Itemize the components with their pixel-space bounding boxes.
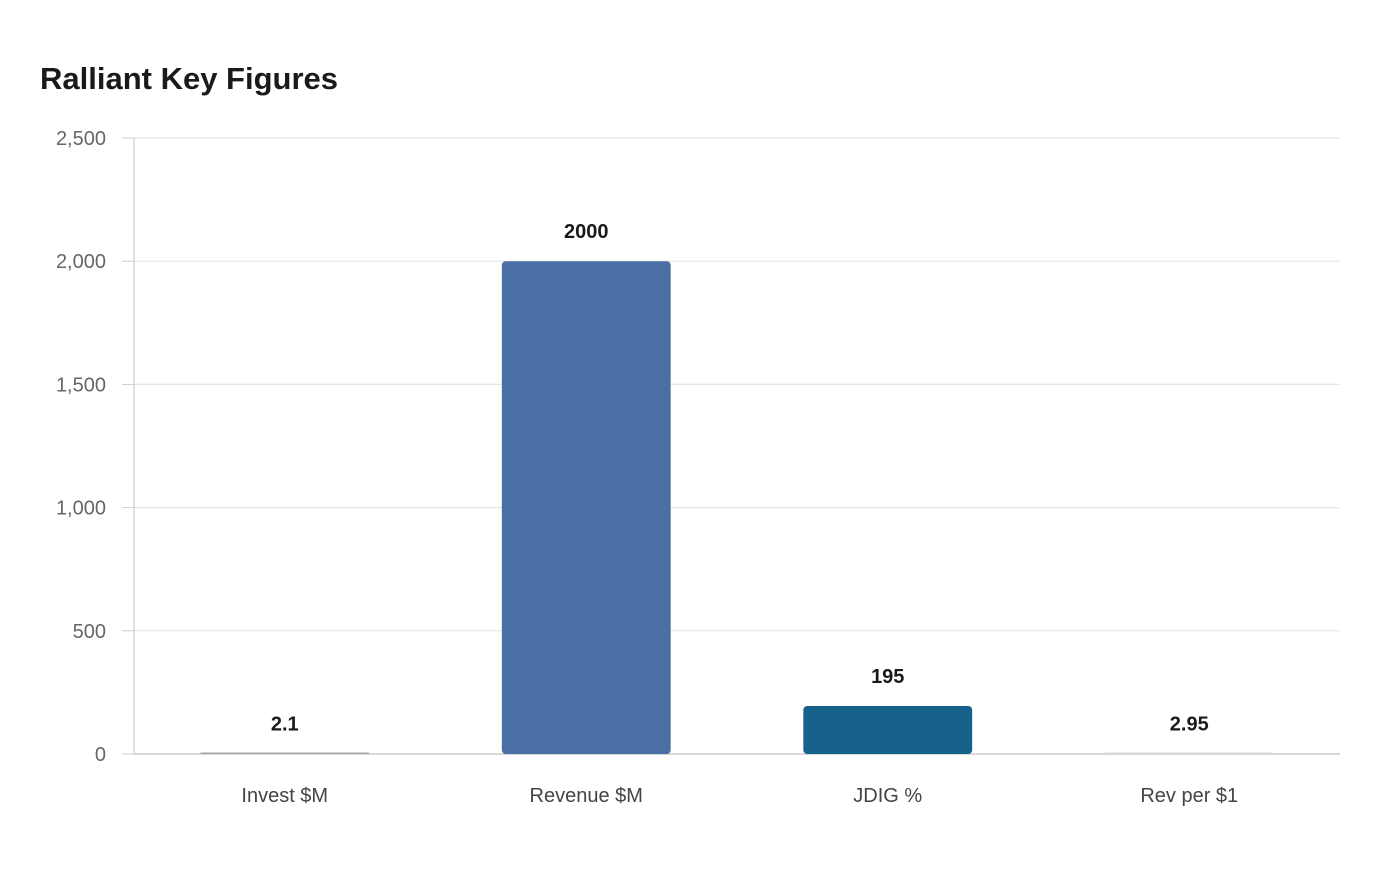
x-category-label: JDIG % [853,785,922,807]
data-labels: 2.1 2000 195 2.95 [271,221,1209,735]
data-label: 195 [871,666,904,688]
x-category-labels: Invest $M Revenue $M JDIG % Rev per $1 [241,785,1238,807]
bars [200,261,1274,754]
y-tick-label: 2,000 [56,251,106,273]
bar-jdig [803,705,973,754]
y-tick-labels: 0 500 1,000 1,500 2,000 2,500 [56,128,106,766]
data-label: 2000 [564,221,609,243]
y-tick-label: 1,000 [56,498,106,520]
axes [133,138,1340,755]
bar-invest-m [200,752,370,754]
data-label: 2.95 [1170,713,1209,735]
y-tick-label: 500 [73,621,106,643]
chart-title: Ralliant Key Figures [40,61,339,96]
bar-rev-per-1 [1104,752,1274,754]
grid-lines [122,137,1340,755]
data-label: 2.1 [271,713,299,735]
x-category-label: Invest $M [241,785,328,807]
x-category-label: Rev per $1 [1140,785,1238,807]
x-category-label: Revenue $M [530,785,643,807]
y-tick-label: 2,500 [56,128,106,150]
bar-revenue-m [501,261,671,754]
y-tick-label: 1,500 [56,374,106,396]
y-tick-label: 0 [95,744,106,766]
